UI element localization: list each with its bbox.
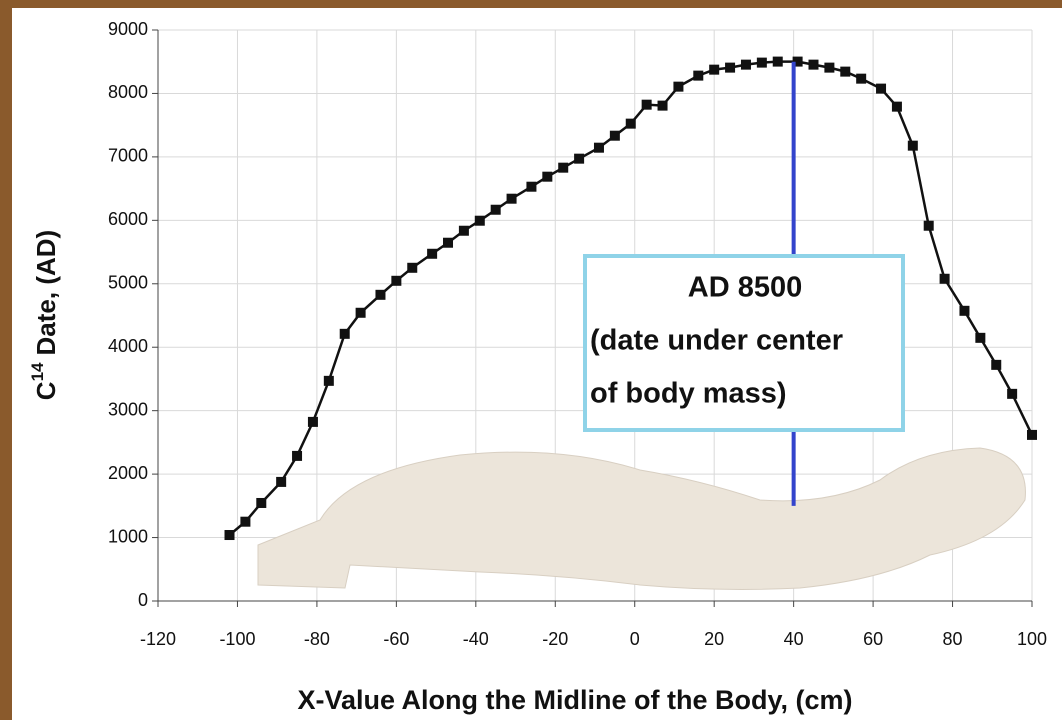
- data-marker: [657, 100, 668, 111]
- y-tick-label: 6000: [108, 209, 148, 229]
- x-tick-label: 40: [784, 629, 804, 649]
- data-marker: [856, 73, 867, 84]
- body-figure: [257, 447, 1026, 590]
- y-label-base: C: [31, 381, 61, 400]
- x-tick-label: 100: [1017, 629, 1047, 649]
- x-tick-label: -20: [542, 629, 568, 649]
- data-marker: [824, 62, 835, 73]
- x-tick-label: 60: [863, 629, 883, 649]
- y-tick-label: 7000: [108, 146, 148, 166]
- x-tick-label: 20: [704, 629, 724, 649]
- data-marker: [292, 450, 303, 461]
- data-marker: [256, 497, 267, 508]
- data-marker: [391, 275, 402, 286]
- y-axis-label: C14 Date, (AD): [28, 230, 60, 400]
- x-tick-label: 80: [943, 629, 963, 649]
- data-marker: [740, 59, 751, 70]
- data-marker: [772, 56, 783, 67]
- data-marker: [593, 142, 604, 153]
- annotation-text: of body mass): [590, 378, 787, 410]
- data-marker: [474, 215, 485, 226]
- data-marker: [558, 162, 569, 173]
- data-marker: [407, 262, 418, 273]
- data-marker: [506, 193, 517, 204]
- y-tick-label: 5000: [108, 273, 148, 293]
- data-marker: [907, 140, 918, 151]
- x-tick-label: -100: [219, 629, 255, 649]
- data-marker: [542, 171, 553, 182]
- data-marker: [641, 99, 652, 110]
- y-tick-label: 4000: [108, 336, 148, 356]
- data-marker: [709, 64, 720, 75]
- y-tick-label: 2000: [108, 463, 148, 483]
- y-tick-label: 0: [138, 590, 148, 610]
- y-tick-label: 3000: [108, 399, 148, 419]
- data-marker: [840, 66, 851, 77]
- data-marker: [526, 181, 537, 192]
- data-marker: [490, 204, 501, 215]
- data-marker: [891, 101, 902, 112]
- x-tick-label: -40: [463, 629, 489, 649]
- data-marker: [991, 359, 1002, 370]
- y-tick-label: 1000: [108, 526, 148, 546]
- data-marker: [458, 225, 469, 236]
- data-marker: [375, 289, 386, 300]
- data-marker: [307, 416, 318, 427]
- data-marker: [959, 305, 970, 316]
- data-marker: [756, 57, 767, 68]
- data-marker: [1007, 388, 1018, 399]
- data-marker: [808, 59, 819, 70]
- data-marker: [975, 332, 986, 343]
- data-marker: [725, 62, 736, 73]
- data-marker: [443, 237, 454, 248]
- data-marker: [1027, 429, 1037, 440]
- data-marker: [876, 83, 887, 94]
- data-marker: [427, 248, 438, 259]
- annotation-text: AD 8500: [688, 272, 802, 304]
- data-marker: [240, 516, 251, 527]
- data-marker: [923, 220, 934, 231]
- x-tick-label: 0: [630, 629, 640, 649]
- data-marker: [323, 375, 334, 386]
- y-label-rest: Date, (AD): [31, 230, 61, 356]
- data-marker: [276, 476, 287, 487]
- x-axis-label: X-Value Along the Midline of the Body, (…: [297, 685, 852, 715]
- data-marker: [574, 153, 585, 164]
- data-marker: [792, 56, 803, 67]
- y-label-sup: 14: [28, 362, 47, 381]
- data-marker: [609, 130, 620, 141]
- annotation-text: (date under center: [590, 325, 843, 357]
- annotation-box: [583, 254, 905, 432]
- data-marker: [673, 81, 684, 92]
- data-marker: [224, 530, 235, 541]
- data-marker: [939, 273, 950, 284]
- x-tick-label: -120: [140, 629, 176, 649]
- x-tick-label: -80: [304, 629, 330, 649]
- data-marker: [339, 328, 350, 339]
- x-tick-label: -60: [383, 629, 409, 649]
- data-marker: [355, 307, 366, 318]
- y-tick-label: 8000: [108, 82, 148, 102]
- plot: AD 8500 (date under center of body mass): [224, 56, 1037, 541]
- y-tick-label: 9000: [108, 19, 148, 39]
- data-marker: [625, 118, 636, 129]
- data-marker: [693, 70, 704, 81]
